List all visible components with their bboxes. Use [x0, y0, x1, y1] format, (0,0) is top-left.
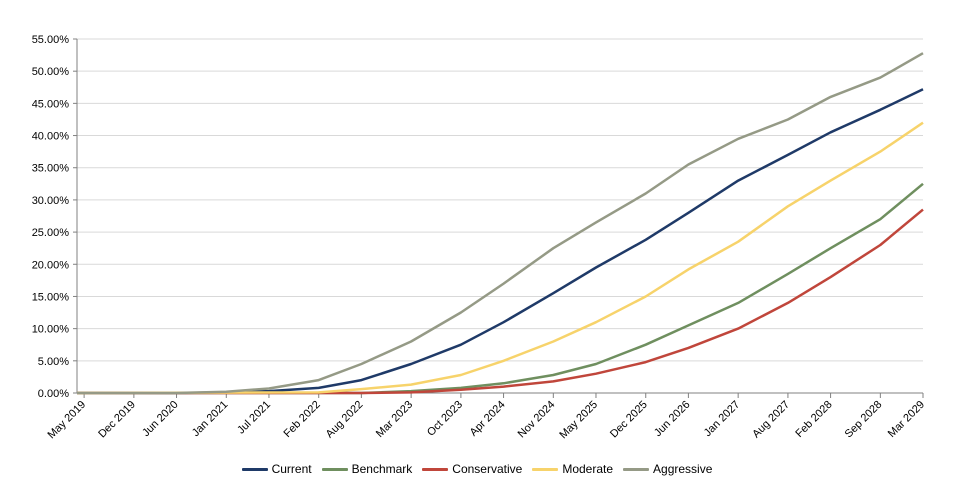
legend-label: Benchmark — [351, 462, 413, 476]
x-tick-label: May 2025 — [557, 399, 600, 442]
legend-swatch — [532, 467, 559, 471]
series-line-benchmark — [77, 182, 924, 395]
legend-swatch — [422, 467, 449, 471]
y-tick-label: 55.00% — [32, 34, 70, 46]
x-tick-label: Jan 2027 — [702, 399, 742, 439]
x-tick-label: Feb 2028 — [793, 399, 834, 440]
legend-label: Current — [271, 462, 312, 476]
y-tick-label: 45.00% — [32, 98, 70, 110]
x-tick-label: Mar 2023 — [374, 399, 415, 440]
x-tick-label: Apr 2024 — [468, 399, 508, 439]
x-tick-label: Jun 2020 — [140, 399, 180, 439]
x-tick-label: Mar 2029 — [886, 399, 927, 440]
series-line-conservative — [77, 208, 924, 395]
legend-swatch — [321, 467, 348, 471]
series-line-current — [77, 88, 924, 395]
y-tick-label: 10.00% — [32, 324, 70, 336]
x-tick-label: Oct 2023 — [425, 399, 465, 439]
x-tick-label: Dec 2019 — [96, 399, 138, 441]
y-axis-tick-labels: 0.00% 5.00% 10.00% 15.00% 20.00% 25.00% 30.00%… — [32, 34, 70, 400]
x-tick-label: Dec 2025 — [608, 399, 650, 441]
legend-item-current: Current — [241, 462, 312, 476]
legend-swatch — [241, 467, 268, 471]
x-tick-label: Jul 2021 — [235, 399, 273, 437]
legend-swatch — [623, 467, 650, 471]
x-tick-label: Jan 2021 — [190, 399, 230, 439]
legend-label: Aggressive — [653, 462, 713, 476]
series-line-aggressive — [77, 52, 924, 395]
legend-item-aggressive: Aggressive — [623, 462, 712, 476]
chart-legend: Current Benchmark Conservative Moderate Aggr… — [0, 462, 954, 476]
x-tick-label: Sep 2028 — [843, 399, 885, 441]
y-tick-label: 25.00% — [32, 227, 70, 239]
series-line-moderate — [76, 121, 924, 395]
y-tick-label: 0.00% — [38, 388, 69, 400]
y-tick-label: 50.00% — [32, 66, 70, 78]
x-tick-label: May 2019 — [46, 399, 89, 442]
y-tick-label: 40.00% — [32, 131, 70, 143]
y-tick-label: 5.00% — [38, 356, 69, 368]
series-lines — [76, 52, 924, 395]
x-tick-label: Jun 2026 — [652, 399, 692, 439]
legend-item-conservative: Conservative — [422, 462, 522, 476]
legend-item-benchmark: Benchmark — [321, 462, 413, 476]
legend-label: Moderate — [562, 462, 614, 476]
gridlines — [77, 38, 923, 362]
y-tick-label: 35.00% — [32, 163, 70, 175]
legend-item-moderate: Moderate — [532, 462, 613, 476]
axes — [73, 38, 924, 398]
y-tick-label: 20.00% — [32, 259, 70, 271]
y-tick-label: 15.00% — [32, 291, 70, 303]
y-tick-label: 30.00% — [32, 195, 70, 207]
x-tick-label: Feb 2022 — [281, 399, 322, 440]
x-tick-label: Nov 2024 — [516, 399, 558, 441]
legend-label: Conservative — [452, 462, 523, 476]
x-tick-label: Aug 2027 — [750, 399, 792, 441]
x-tick-label: Aug 2022 — [324, 399, 366, 441]
x-axis-tick-labels: May 2019 Dec 2019 Jun 2020 Jan 2021 Jul 2021… — [46, 399, 928, 442]
